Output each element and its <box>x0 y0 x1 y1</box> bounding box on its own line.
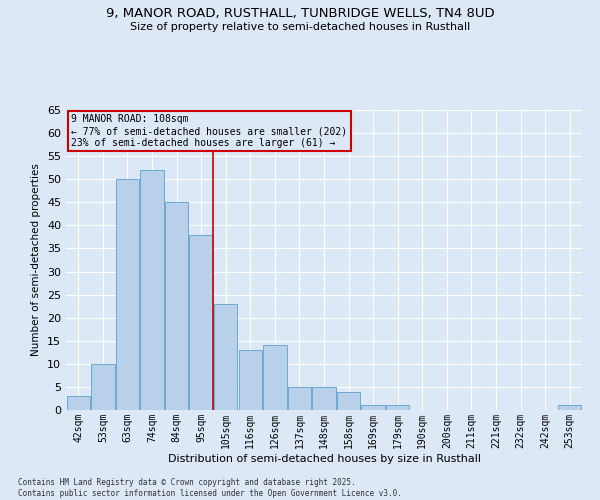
Bar <box>116 179 139 410</box>
Text: Contains HM Land Registry data © Crown copyright and database right 2025.
Contai: Contains HM Land Registry data © Crown c… <box>18 478 402 498</box>
Text: 9, MANOR ROAD, RUSTHALL, TUNBRIDGE WELLS, TN4 8UD: 9, MANOR ROAD, RUSTHALL, TUNBRIDGE WELLS… <box>106 8 494 20</box>
Text: Size of property relative to semi-detached houses in Rusthall: Size of property relative to semi-detach… <box>130 22 470 32</box>
Bar <box>558 406 581 410</box>
Bar <box>190 234 213 410</box>
Bar <box>288 387 311 410</box>
Bar <box>263 346 287 410</box>
Bar <box>337 392 360 410</box>
Bar <box>361 406 385 410</box>
Bar <box>140 170 164 410</box>
Y-axis label: Number of semi-detached properties: Number of semi-detached properties <box>31 164 41 356</box>
X-axis label: Distribution of semi-detached houses by size in Rusthall: Distribution of semi-detached houses by … <box>167 454 481 464</box>
Bar <box>386 406 409 410</box>
Bar <box>165 202 188 410</box>
Bar <box>91 364 115 410</box>
Text: 9 MANOR ROAD: 108sqm
← 77% of semi-detached houses are smaller (202)
23% of semi: 9 MANOR ROAD: 108sqm ← 77% of semi-detac… <box>71 114 347 148</box>
Bar <box>214 304 238 410</box>
Bar <box>313 387 335 410</box>
Bar <box>67 396 90 410</box>
Bar <box>239 350 262 410</box>
